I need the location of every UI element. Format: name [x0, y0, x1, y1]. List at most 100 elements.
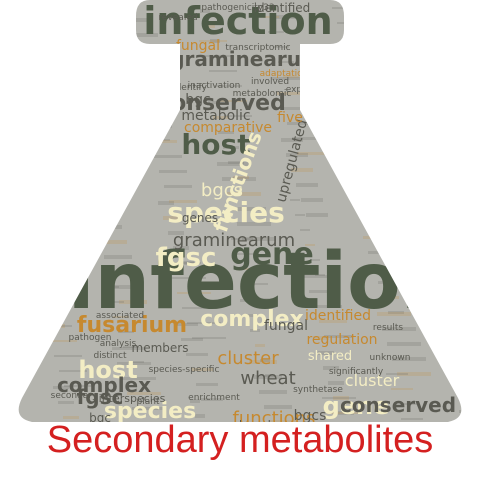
- cloud-word: conserved: [340, 393, 456, 417]
- texture-mark: [451, 318, 462, 322]
- texture-mark: [54, 355, 82, 357]
- texture-mark: [324, 335, 352, 338]
- texture-mark: [355, 144, 365, 148]
- texture-mark: [437, 242, 462, 245]
- cloud-word: bgc: [89, 411, 111, 425]
- texture-mark: [287, 122, 321, 125]
- texture-mark: [322, 397, 356, 399]
- texture-mark: [401, 418, 423, 420]
- texture-mark: [342, 37, 376, 39]
- texture-mark: [382, 327, 416, 331]
- texture-mark: [163, 216, 179, 220]
- texture-mark: [395, 14, 405, 17]
- cloud-word: identify: [173, 83, 207, 93]
- cloud-word: genes: [182, 211, 218, 225]
- texture-mark: [94, 225, 122, 229]
- texture-mark: [18, 111, 34, 115]
- texture-mark: [114, 285, 142, 289]
- cloud-word: host: [78, 356, 137, 384]
- texture-mark: [159, 170, 187, 173]
- texture-mark: [354, 175, 382, 177]
- texture-mark: [315, 274, 325, 276]
- texture-mark: [295, 214, 305, 216]
- cloud-word: host: [181, 128, 250, 161]
- texture-mark: [328, 381, 344, 385]
- texture-mark: [378, 281, 394, 284]
- texture-mark: [141, 48, 163, 52]
- texture-mark: [103, 286, 119, 288]
- texture-mark: [192, 337, 226, 339]
- texture-mark: [429, 150, 457, 154]
- texture-mark: [136, 33, 158, 37]
- cloud-word: bgc: [185, 92, 210, 108]
- texture-mark: [392, 357, 426, 361]
- flask-silhouette: [18, 0, 462, 422]
- texture-mark: [86, 133, 108, 135]
- texture-mark: [62, 27, 96, 31]
- texture-mark: [278, 61, 294, 63]
- texture-mark: [443, 226, 459, 228]
- texture-mark: [186, 353, 208, 356]
- texture-mark: [301, 198, 323, 202]
- texture-mark: [196, 383, 218, 386]
- cloud-word: identified: [254, 1, 311, 15]
- texture-mark: [155, 124, 165, 126]
- texture-mark: [345, 114, 355, 118]
- texture-mark: [332, 7, 366, 9]
- texture-mark: [370, 189, 380, 193]
- texture-mark: [135, 64, 145, 66]
- texture-mark: [99, 240, 127, 244]
- texture-mark: [446, 303, 462, 307]
- cloud-word: wheat: [240, 368, 295, 389]
- cloud-word: significantly: [329, 367, 384, 377]
- texture-mark: [456, 333, 462, 337]
- cloud-word: identified: [305, 308, 371, 324]
- texture-mark: [365, 174, 375, 178]
- texture-mark: [409, 90, 437, 94]
- texture-mark: [195, 414, 205, 418]
- texture-mark: [209, 70, 237, 72]
- texture-mark: [260, 359, 270, 362]
- cloud-word: gene: [323, 392, 390, 420]
- cloud-word: fungal: [264, 318, 308, 334]
- texture-mark: [455, 364, 462, 366]
- texture-mark: [273, 46, 289, 48]
- texture-mark: [269, 420, 297, 422]
- texture-mark: [460, 379, 462, 381]
- texture-mark: [81, 118, 103, 120]
- texture-mark: [85, 164, 95, 167]
- texture-mark: [90, 179, 100, 182]
- texture-mark: [167, 262, 201, 264]
- texture-mark: [268, 31, 284, 33]
- texture-mark: [281, 138, 303, 142]
- texture-mark: [122, 377, 156, 380]
- texture-mark: [18, 96, 29, 100]
- texture-mark: [318, 351, 334, 355]
- texture-mark: [113, 316, 129, 318]
- texture-mark: [67, 42, 101, 46]
- texture-mark: [104, 255, 132, 259]
- texture-mark: [459, 410, 462, 413]
- cloud-word: species: [104, 399, 196, 424]
- cloud-word: expression: [286, 85, 335, 95]
- texture-mark: [46, 263, 68, 266]
- texture-mark: [292, 137, 326, 140]
- texture-mark: [364, 205, 392, 207]
- texture-mark: [286, 153, 308, 157]
- cloud-word: cluster: [217, 348, 279, 369]
- texture-mark: [274, 15, 302, 19]
- texture-mark: [418, 151, 434, 153]
- texture-mark: [391, 388, 413, 390]
- texture-mark: [411, 28, 433, 30]
- texture-mark: [242, 237, 276, 241]
- cloud-word: fgsc: [77, 385, 124, 409]
- cloud-word: secondary: [51, 391, 98, 401]
- texture-mark: [283, 76, 299, 78]
- texture-mark: [150, 109, 160, 111]
- texture-mark: [250, 329, 260, 332]
- cloud-word: fusarium: [77, 313, 187, 338]
- cloud-word: involved: [251, 77, 289, 87]
- texture-mark: [436, 273, 458, 277]
- texture-mark: [217, 162, 251, 166]
